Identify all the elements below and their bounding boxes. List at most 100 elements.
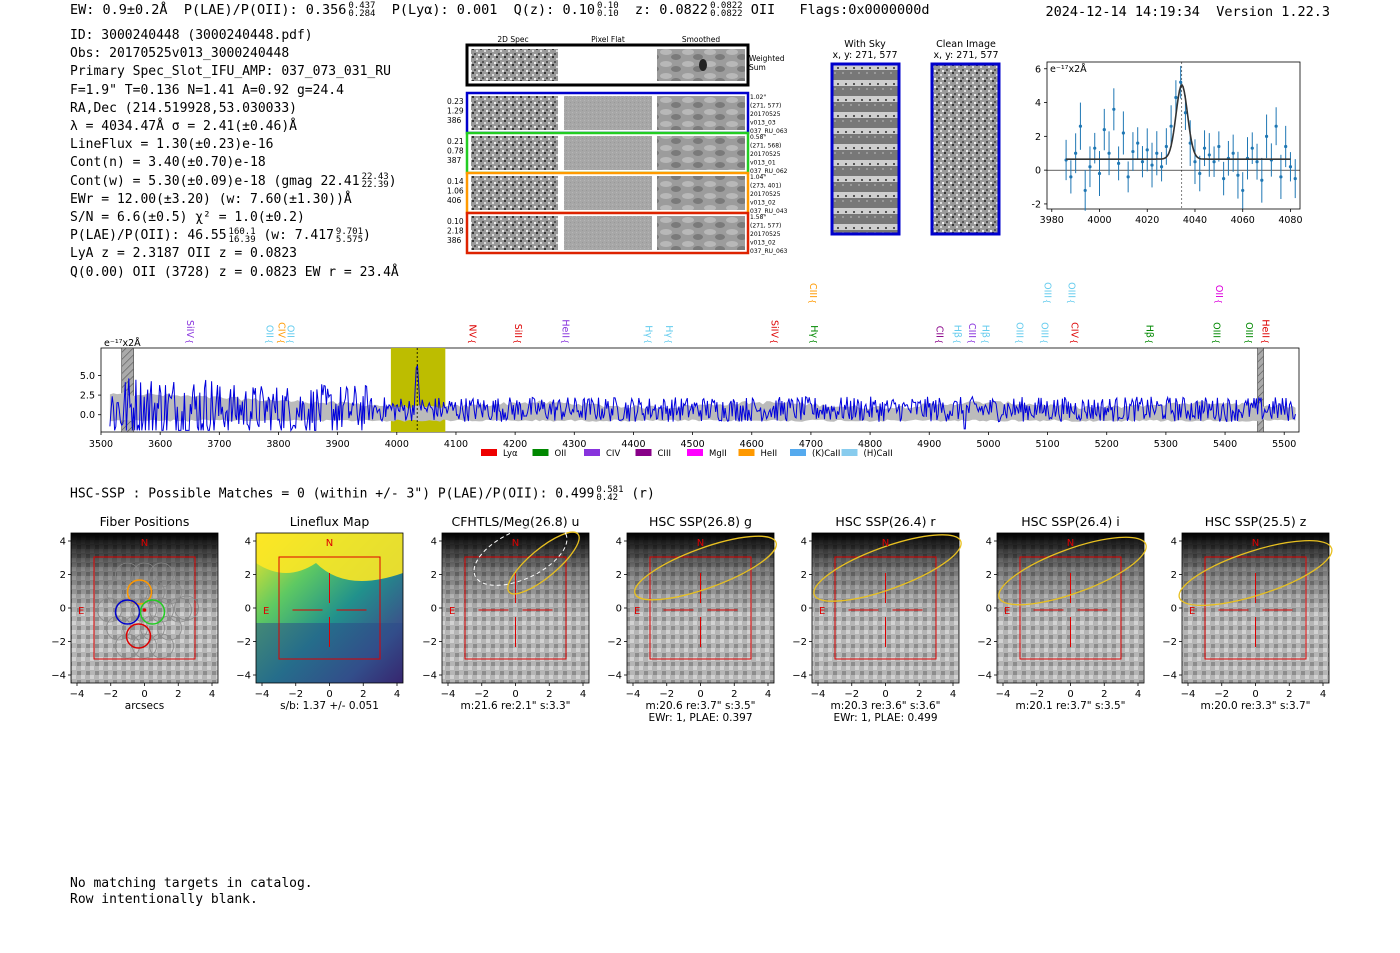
cutout-row-stat: 1.29: [447, 107, 464, 116]
panel-ytick-label: 0: [431, 604, 437, 615]
fiber-center: [142, 608, 147, 612]
panel-xtick-label: 4: [950, 689, 956, 700]
panel-bright-source: [812, 533, 959, 616]
emission-line-label: SiIV: [768, 320, 779, 338]
fiber-circle: [97, 597, 122, 623]
panel-aperture-box: [1019, 556, 1122, 660]
fit-point: [1078, 124, 1083, 128]
panel-bright-source: [1182, 533, 1329, 616]
panel-fiber: Fiber Positions N E −4 −2 0 2 4 4 2 0 −2 −4 arcsecs: [51, 514, 219, 712]
z-hi: 0.0822: [710, 1, 743, 11]
fit-xtick-label: 4000: [1087, 215, 1111, 226]
emission-line-bracket: {: [809, 339, 818, 344]
contw-lo: 22.39: [361, 180, 389, 191]
line-fit-chart: e⁻¹⁷x2Å 3980 4000 4020 4040 4060 4080 -2 0 2 4 6: [1032, 61, 1303, 226]
z-value: z: 0.0822: [634, 2, 709, 18]
east-label: E: [1004, 606, 1010, 617]
panel-image: [997, 533, 1144, 683]
fit-point: [1088, 165, 1092, 169]
info-sn: S/N = 6.6(±0.5) χ² = 1.0(±0.2): [70, 210, 305, 226]
panel-xtick-label: 4: [209, 689, 215, 700]
spectrum-axes: 3500 3600 3700 3800 3900 4000 4100 4200 4300 4400…: [80, 371, 1296, 450]
emission-line-bracket: {: [1144, 339, 1153, 344]
cutout-smoothed: [657, 96, 745, 130]
fit-point: [1155, 151, 1159, 155]
panel-image: [442, 533, 589, 683]
imaging-panels: Fiber Positions N E −4 −2 0 2 4 4 2 0 −2 −4 arcsecs Li…: [51, 514, 1333, 724]
panel-xtick-label: 0: [141, 689, 147, 700]
weighted-sum-source: [699, 59, 707, 71]
panel-ytick-label: −2: [236, 637, 251, 648]
fit-point: [1236, 173, 1240, 177]
noise-envelope: [109, 391, 1296, 422]
legend-swatch: [481, 449, 497, 456]
emission-line-bracket: {: [769, 339, 778, 344]
east-label: E: [263, 606, 269, 617]
fit-ytick-label: -2: [1032, 199, 1041, 210]
emission-line-bracket: {: [808, 299, 817, 304]
emission-line-label: CIII: [966, 323, 977, 338]
emission-line-label: Hγ: [663, 325, 674, 338]
weighted-sum-frame: [465, 43, 750, 87]
fiber-circle: [167, 597, 192, 623]
panel-ytick-label: 4: [245, 537, 251, 548]
fit-point: [1064, 158, 1068, 162]
fit-point: [1217, 144, 1221, 149]
fit-point: [1269, 158, 1273, 162]
panel-xtick-label: 0: [882, 689, 888, 700]
cutout-2dspec: [471, 216, 558, 250]
cutout-row-meta: v013_02: [750, 240, 776, 247]
plae-w-lo: 5.575: [335, 234, 364, 245]
fit-point: [1159, 165, 1164, 169]
emission-line-bracket: {: [953, 339, 962, 344]
legend-swatch: [738, 449, 755, 456]
fit-marks: [1064, 65, 1297, 211]
panel-ytick-label: 2: [431, 570, 437, 581]
fit-model-curve: [1066, 83, 1291, 160]
panel-xtick-label: −4: [255, 689, 270, 700]
info-id: ID: 3000240448 (3000240448.pdf): [70, 28, 313, 43]
contw-end: ): [388, 173, 397, 189]
fit-point: [1140, 160, 1145, 164]
z-line: OII: [750, 2, 776, 18]
fiber-circle: [140, 615, 165, 641]
panel-ytick-label: 0: [60, 604, 66, 615]
cutout-smoothed: [657, 216, 745, 250]
panel-xtick-label: −4: [1181, 689, 1196, 700]
panel-caption-2: EWr: 1, PLAE: 0.397: [648, 712, 752, 724]
plae-w-hi: 9.701: [335, 226, 364, 237]
contw-hi: 22.43: [361, 172, 389, 183]
cutout-row-meta: (271, 577): [750, 103, 781, 110]
spectrum-plot-frame: [100, 347, 1300, 433]
catalog-ellipse-dashed: [473, 524, 568, 586]
panel-xtick-label: 0: [512, 689, 518, 700]
fiber-orange: [126, 579, 153, 605]
spectrum-xtick-label: 4800: [858, 439, 882, 450]
cutout-row-stat: 1.06: [447, 187, 464, 196]
cutout-row-meta: 037_RU_063: [750, 248, 788, 255]
catalog-ellipse: [813, 534, 962, 602]
east-label: E: [78, 606, 84, 617]
fit-point: [1145, 148, 1149, 152]
panel-ytick-label: 0: [986, 604, 992, 615]
panel-image: [627, 533, 774, 683]
fiber-circle: [132, 633, 157, 659]
header-right: 2024-12-14 14:19:34 Version 1.22.3: [1046, 4, 1331, 20]
emission-line-label: OII: [1213, 285, 1224, 298]
panel-xtick-label: 4: [765, 689, 771, 700]
qz-value: Q(z): 0.10: [513, 2, 595, 18]
plae-info-lo: 16.39: [228, 234, 256, 245]
legend-label: (K)CaII: [812, 449, 840, 459]
panel-xtick-label: 4: [1320, 689, 1326, 700]
panel-xtick-label: 0: [697, 689, 703, 700]
cutout-row-meta: v013_01: [750, 160, 776, 167]
fiber-circle: [149, 597, 174, 623]
panel-bright-source: [71, 533, 218, 616]
panel-title: CFHTLS/Meg(26.8) u: [452, 514, 580, 529]
panel-frame: [70, 532, 219, 684]
spectrum-marks: [109, 347, 1296, 433]
panel-xtick-label: 0: [1252, 689, 1258, 700]
fit-point: [1288, 165, 1293, 169]
version: Version 1.22.3: [1216, 4, 1330, 20]
panel-caption: s/b: 1.37 +/- 0.051: [280, 700, 379, 712]
